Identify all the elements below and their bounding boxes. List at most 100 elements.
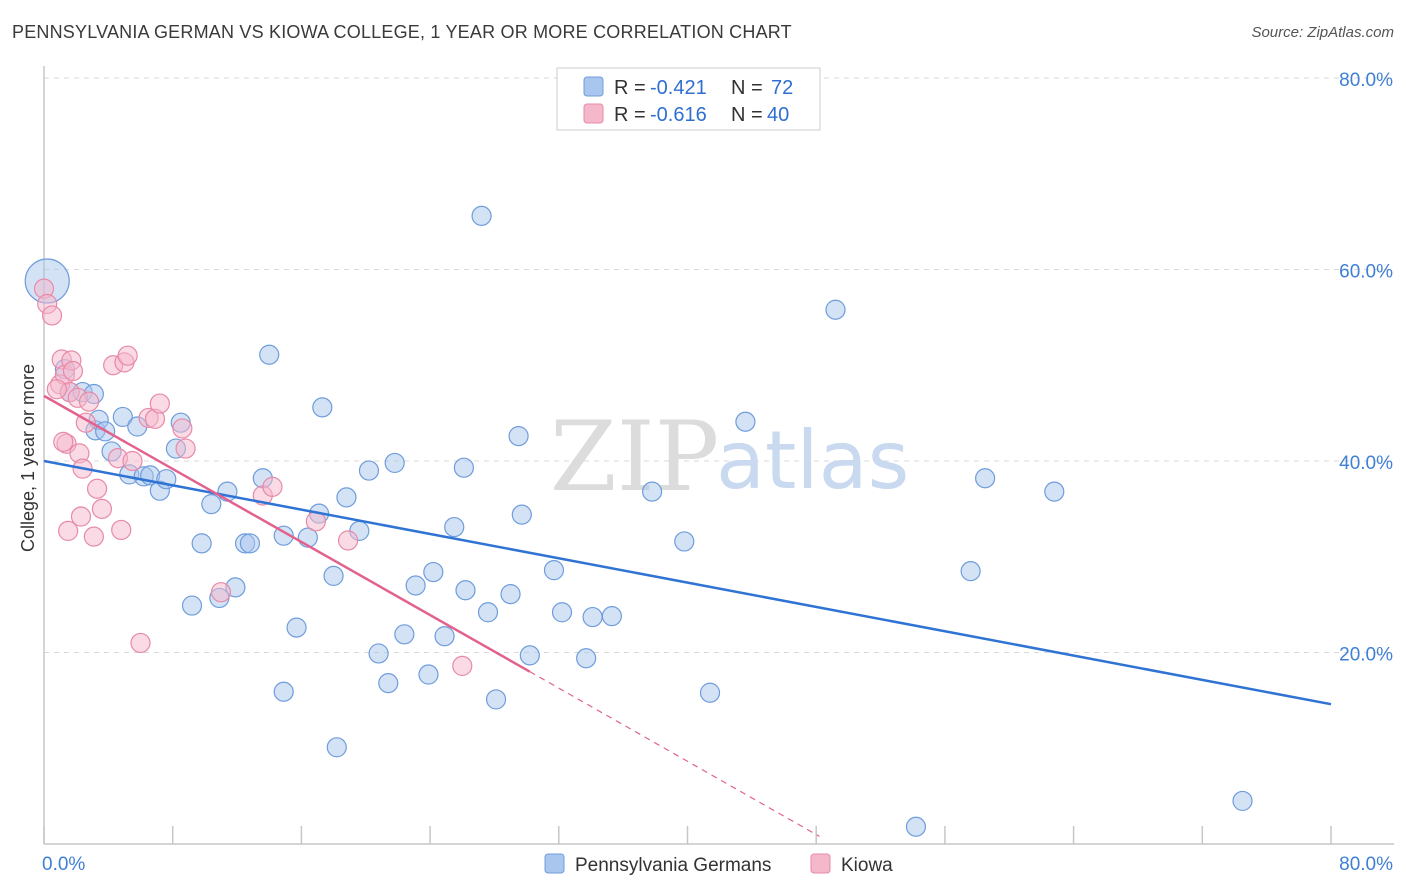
legend-r-value-1: -0.616 xyxy=(650,104,707,126)
bottom-legend-swatch-blue xyxy=(544,853,565,874)
kiowa-point-19 xyxy=(91,498,113,519)
pennsylvania-germans-point-20 xyxy=(201,493,222,515)
legend-r-label-1: R = xyxy=(614,104,646,126)
pennsylvania-germans-point-62 xyxy=(642,481,663,502)
bottom-legend-label-1: Kiowa xyxy=(841,855,893,876)
pennsylvania-germans-point-22 xyxy=(217,481,238,502)
pennsylvania-germans-point-65 xyxy=(735,411,756,432)
trend-line-kiowa xyxy=(43,394,531,673)
kiowa-point-22 xyxy=(111,519,132,541)
pennsylvania-germans-point-59 xyxy=(576,648,597,669)
pennsylvania-germans-point-57 xyxy=(543,560,565,581)
pennsylvania-germans-point-35 xyxy=(326,737,347,758)
pennsylvania-germans-point-50 xyxy=(471,205,492,226)
pennsylvania-germans-point-43 xyxy=(405,575,426,596)
pennsylvania-germans-point-36 xyxy=(336,487,357,508)
legend-n-label-0: N = xyxy=(731,77,763,99)
kiowa-point-34 xyxy=(262,476,283,497)
kiowa-point-32 xyxy=(210,582,232,603)
pennsylvania-germans-point-70 xyxy=(1044,481,1065,502)
trend-line-kiowa-extension xyxy=(529,671,820,837)
pennsylvania-germans-point-38 xyxy=(358,460,380,481)
pennsylvania-germans-point-45 xyxy=(423,561,444,583)
grid xyxy=(44,77,1394,653)
legend-r-value-0: -0.421 xyxy=(650,77,707,99)
kiowa-point-10 xyxy=(62,360,84,382)
y-tick-label-1: 40.0% xyxy=(1339,453,1393,474)
watermark: ZIP atlas xyxy=(550,401,909,513)
pennsylvania-germans-point-67 xyxy=(905,816,927,837)
legend-swatch-blue xyxy=(583,76,604,97)
pennsylvania-germans-point-47 xyxy=(444,516,465,538)
pennsylvania-germans-point-27 xyxy=(259,344,280,365)
pennsylvania-germans-point-40 xyxy=(378,673,399,694)
legend-swatch-pink xyxy=(583,103,604,124)
kiowa-point-37 xyxy=(452,655,473,677)
pennsylvania-germans-point-51 xyxy=(477,602,499,623)
pennsylvania-germans-point-18 xyxy=(181,595,203,616)
pennsylvania-germans-point-25 xyxy=(239,533,261,554)
kiowa-point-29 xyxy=(149,393,170,414)
x-tick-label-1: 80.0% xyxy=(1339,854,1393,875)
pennsylvania-germans-point-63 xyxy=(674,531,695,552)
pennsylvania-germans-point-42 xyxy=(394,624,415,645)
pennsylvania-germans-point-52 xyxy=(485,689,507,710)
kiowa-point-18 xyxy=(86,478,108,499)
kiowa-point-31 xyxy=(175,438,196,459)
source-label: Source: ZipAtlas.com xyxy=(1251,24,1394,41)
bottom-legend-label-0: Pennsylvania Germans xyxy=(575,855,771,876)
y-tick-label-0: 20.0% xyxy=(1339,645,1393,666)
pennsylvania-germans-point-19 xyxy=(191,533,212,554)
pennsylvania-germans-point-53 xyxy=(500,583,521,605)
kiowa-point-38 xyxy=(53,431,74,452)
series-kiowa xyxy=(33,278,473,677)
y-tick-label-2: 60.0% xyxy=(1339,262,1393,283)
pennsylvania-germans-point-71 xyxy=(1232,790,1253,812)
kiowa-point-36 xyxy=(337,530,359,551)
pennsylvania-germans-point-61 xyxy=(601,606,622,627)
kiowa-point-30 xyxy=(172,418,193,439)
kiowa-point-7 xyxy=(58,520,79,541)
x-tick-label-0: 0.0% xyxy=(42,854,85,875)
pennsylvania-germans-point-28 xyxy=(273,525,294,546)
bottom-legend-swatch-pink xyxy=(810,853,831,874)
pennsylvania-germans-point-48 xyxy=(453,457,474,478)
watermark-zip: ZIP xyxy=(550,401,719,513)
series-pennsylvania-germans xyxy=(24,205,1253,837)
axes xyxy=(43,66,1394,845)
legend-n-value-1: 40 xyxy=(767,104,789,126)
pennsylvania-germans-point-9 xyxy=(112,406,133,428)
pennsylvania-germans-point-60 xyxy=(582,606,603,628)
kiowa-point-26 xyxy=(130,632,151,654)
pennsylvania-germans-point-33 xyxy=(312,397,333,418)
pennsylvania-germans-point-49 xyxy=(455,580,476,601)
trend-line-pennsylvania-germans xyxy=(43,459,1332,706)
y-tick-label-3: 80.0% xyxy=(1339,70,1393,91)
legend: R = -0.421 N = 72 R = -0.616 N = 40 xyxy=(556,67,821,131)
pennsylvania-germans-point-66 xyxy=(825,299,846,320)
kiowa-point-24 xyxy=(117,345,138,366)
pennsylvania-germans-point-69 xyxy=(975,468,996,489)
pennsylvania-germans-point-39 xyxy=(368,643,389,664)
kiowa-point-13 xyxy=(70,506,92,527)
kiowa-point-2 xyxy=(41,305,63,326)
legend-n-value-0: 72 xyxy=(771,77,793,99)
pennsylvania-germans-point-46 xyxy=(434,626,455,647)
tick-labels: 20.0% 40.0% 60.0% 80.0% 0.0% 80.0% xyxy=(42,70,1393,875)
kiowa-point-17 xyxy=(83,526,104,547)
legend-n-label-1: N = xyxy=(731,104,763,126)
y-axis-label: College, 1 year or more xyxy=(18,364,38,552)
pennsylvania-germans-point-56 xyxy=(519,645,540,666)
pennsylvania-germans-point-41 xyxy=(384,452,405,474)
pennsylvania-germans-point-54 xyxy=(508,426,529,447)
kiowa-point-16 xyxy=(78,391,100,412)
pennsylvania-germans-point-44 xyxy=(418,664,439,685)
pennsylvania-germans-point-64 xyxy=(699,682,721,703)
pennsylvania-germans-point-29 xyxy=(273,681,294,702)
legend-r-label-0: R = xyxy=(614,77,646,99)
kiowa-point-25 xyxy=(122,450,143,472)
pennsylvania-germans-point-55 xyxy=(511,504,532,525)
chart-title: PENNSYLVANIA GERMAN VS KIOWA COLLEGE, 1 … xyxy=(12,22,792,42)
pennsylvania-germans-point-34 xyxy=(323,565,344,587)
